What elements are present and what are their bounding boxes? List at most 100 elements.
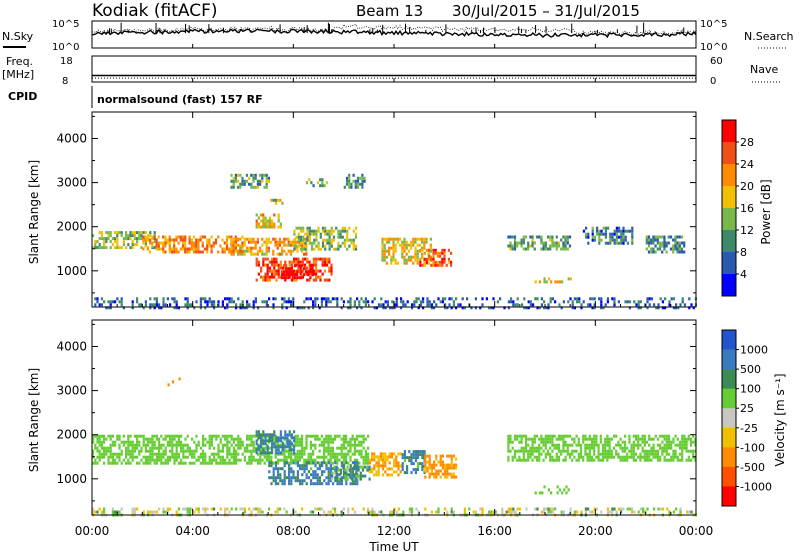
velocity-cell <box>687 449 690 453</box>
velocity-cell <box>160 455 163 459</box>
velocity-cell <box>347 443 350 447</box>
velocity-cell <box>114 452 117 456</box>
power-cell <box>604 303 607 307</box>
velocity-cell <box>430 469 433 473</box>
power-cell <box>348 244 351 248</box>
velocity-cell <box>345 455 348 459</box>
power-cell <box>414 249 417 253</box>
velocity-cell <box>393 458 396 462</box>
power-cell <box>540 235 543 239</box>
power-cell <box>337 247 340 251</box>
velocity-cell <box>252 507 255 511</box>
velocity-cell <box>318 437 321 441</box>
velocity-cell <box>103 449 106 453</box>
velocity-cell <box>213 507 216 511</box>
velocity-cell <box>386 467 389 471</box>
power-cell <box>299 229 303 233</box>
power-cell <box>319 269 322 273</box>
velocity-cell <box>281 479 284 483</box>
velocity-cell <box>255 433 258 437</box>
power-cell <box>214 241 218 245</box>
power-cell <box>381 240 384 244</box>
velocity-cell <box>301 455 304 459</box>
power-cell <box>206 241 209 245</box>
velocity-cell <box>435 510 438 514</box>
velocity-cell <box>131 449 134 453</box>
velocity-cell <box>577 452 580 456</box>
power-cell <box>455 297 458 301</box>
velocity-cell <box>175 510 178 514</box>
velocity-cell <box>340 510 343 514</box>
power-cell <box>352 173 355 177</box>
power-cell <box>628 300 631 304</box>
power-cell <box>206 238 209 242</box>
power-cell <box>423 243 426 247</box>
power-cell <box>321 241 325 245</box>
velocity-cell <box>518 455 521 459</box>
power-cell <box>582 229 585 233</box>
velocity-cell <box>151 446 154 450</box>
power-cell <box>568 235 572 239</box>
freq-label: Freq. <box>6 55 33 68</box>
power-cell <box>295 263 298 267</box>
power-cell <box>257 306 260 310</box>
power-cell <box>674 238 677 242</box>
power-cell <box>267 176 270 180</box>
power-cell <box>175 306 178 310</box>
velocity-cell <box>575 458 578 462</box>
velocity-cell <box>263 455 266 459</box>
velocity-cell <box>610 437 613 441</box>
power-cell <box>657 306 660 310</box>
power-cell <box>529 300 532 304</box>
velocity-cell <box>129 455 132 459</box>
velocity-cell <box>416 453 420 457</box>
colorbar-swatch <box>722 186 736 209</box>
velocity-cell <box>377 473 380 477</box>
power-cell <box>618 226 621 230</box>
power-cell <box>550 280 553 284</box>
velocity-cell <box>290 458 293 462</box>
velocity-cell <box>435 475 438 479</box>
velocity-cell <box>268 451 271 455</box>
power-cell <box>230 243 233 247</box>
velocity-cell <box>411 507 414 511</box>
velocity-cell <box>608 440 611 444</box>
power-cell <box>527 300 530 304</box>
power-cell <box>271 260 274 264</box>
power-cell <box>293 260 296 264</box>
power-cell <box>332 235 336 239</box>
velocity-cell <box>293 451 296 455</box>
velocity-cell <box>329 449 332 453</box>
power-cell <box>341 229 344 233</box>
power-cell <box>479 306 482 310</box>
velocity-cell <box>131 507 134 511</box>
power-cell <box>361 176 364 180</box>
velocity-cell <box>448 454 451 458</box>
velocity-cell <box>286 445 289 449</box>
velocity-cell <box>364 461 367 465</box>
power-cell <box>259 246 262 250</box>
power-cell <box>364 300 367 304</box>
velocity-cell <box>140 449 143 453</box>
power-cell <box>308 226 311 230</box>
power-cell <box>654 244 657 248</box>
power-cell <box>256 252 259 256</box>
power-cell <box>523 297 526 301</box>
velocity-cell <box>224 507 227 511</box>
velocity-cell <box>281 452 284 456</box>
power-cell <box>364 297 367 301</box>
velocity-cell <box>368 477 371 481</box>
velocity-cell <box>452 510 455 514</box>
velocity-cell <box>131 510 134 514</box>
power-cell <box>672 297 675 301</box>
power-cell <box>129 234 132 238</box>
velocity-cell <box>597 443 600 447</box>
power-cell <box>401 240 404 244</box>
power-cell <box>312 300 315 304</box>
power-cell <box>159 241 163 245</box>
power-cell <box>109 240 112 244</box>
power-cell <box>512 303 515 307</box>
velocity-cell <box>382 464 385 468</box>
power-cell <box>310 229 314 233</box>
velocity-cell <box>379 464 382 468</box>
